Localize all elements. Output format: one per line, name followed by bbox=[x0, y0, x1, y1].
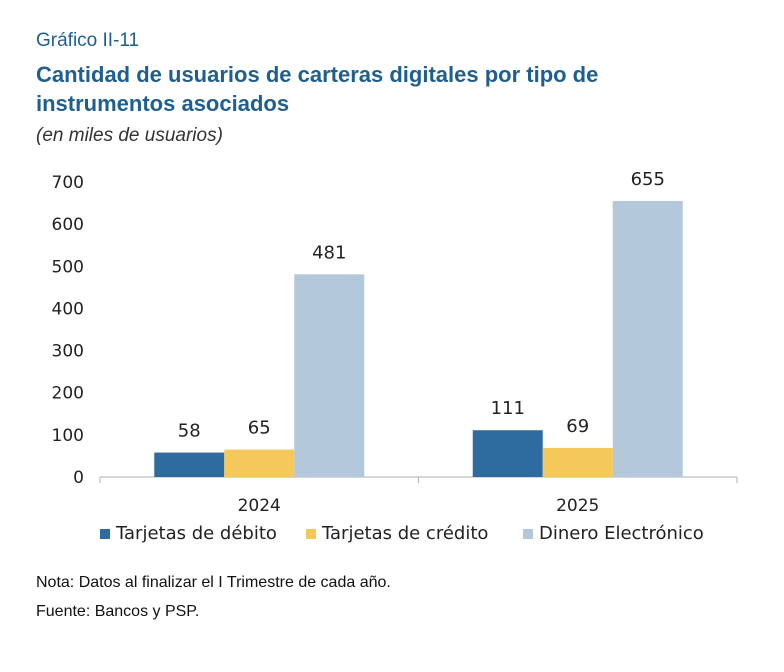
legend-swatch bbox=[100, 529, 110, 539]
data-label: 481 bbox=[312, 242, 346, 263]
legend-swatch bbox=[523, 529, 533, 539]
legend-swatch bbox=[306, 529, 316, 539]
data-label: 69 bbox=[566, 416, 589, 437]
bar bbox=[472, 430, 543, 477]
bar bbox=[612, 200, 683, 477]
y-tick-label: 0 bbox=[73, 468, 84, 488]
legend-label: Tarjetas de crédito bbox=[321, 523, 488, 544]
bar bbox=[542, 447, 613, 477]
note-text: Nota: Datos al finalizar el I Trimestre … bbox=[36, 574, 391, 591]
data-label: 65 bbox=[248, 418, 271, 439]
y-tick-label: 100 bbox=[52, 426, 84, 446]
notes: Nota: Datos al finalizar el I Trimestre … bbox=[36, 568, 391, 626]
x-tick-label: 2024 bbox=[238, 496, 281, 516]
chart-title: Cantidad de usuarios de carteras digital… bbox=[36, 62, 599, 116]
chart-subtitle: (en miles de usuarios) bbox=[36, 125, 223, 146]
bar bbox=[154, 452, 225, 477]
data-label: 655 bbox=[631, 169, 665, 190]
legend-label: Tarjetas de débito bbox=[115, 523, 277, 544]
data-label: 111 bbox=[491, 398, 525, 419]
data-label: 58 bbox=[178, 421, 201, 442]
bar bbox=[224, 449, 295, 477]
y-tick-label: 600 bbox=[52, 215, 84, 235]
legend-label: Dinero Electrónico bbox=[539, 523, 704, 544]
bar-chart: 0 100 200 300 400 500 600 700 58 65 481 2024 111 69 65… bbox=[52, 169, 738, 544]
chart-label: Gráfico II-11 bbox=[36, 30, 140, 51]
y-tick-label: 200 bbox=[52, 384, 84, 404]
y-tick-label: 300 bbox=[52, 342, 84, 362]
x-tick-label: 2025 bbox=[556, 496, 599, 516]
source-text: Fuente: Bancos y PSP. bbox=[36, 603, 200, 620]
y-tick-label: 700 bbox=[52, 173, 84, 193]
y-tick-label: 500 bbox=[52, 257, 84, 277]
bar bbox=[294, 274, 365, 477]
y-tick-label: 400 bbox=[52, 299, 84, 319]
